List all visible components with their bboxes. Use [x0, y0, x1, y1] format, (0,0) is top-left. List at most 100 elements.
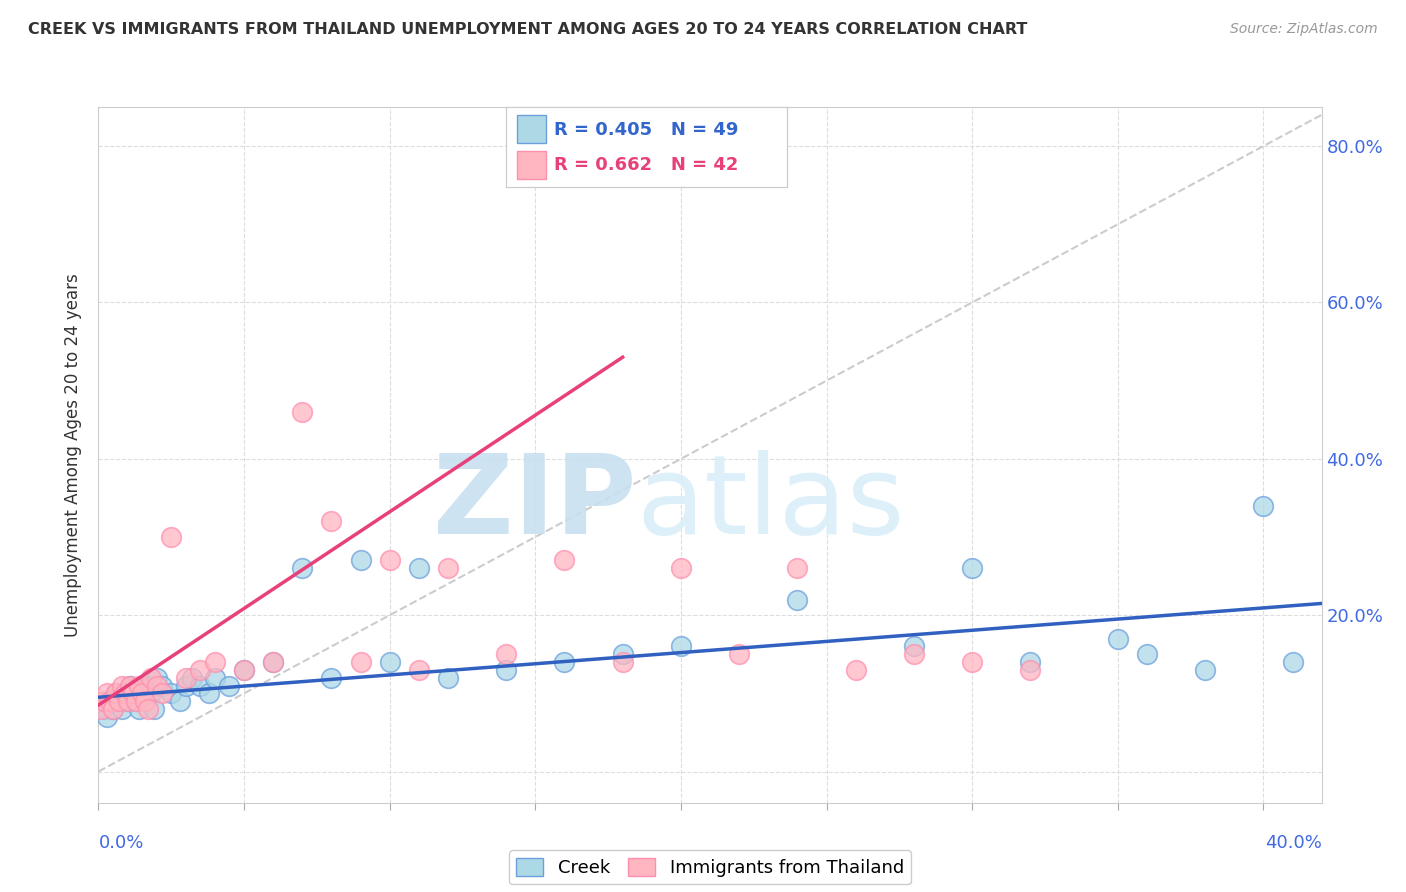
Point: [378, 655, 401, 669]
Point: [728, 647, 751, 661]
Point: [553, 655, 575, 669]
Point: [111, 702, 134, 716]
Point: [152, 686, 174, 700]
Point: [142, 702, 165, 716]
Point: [131, 686, 153, 700]
Point: [125, 694, 148, 708]
Point: [1194, 663, 1216, 677]
Text: 40.0%: 40.0%: [1265, 834, 1322, 852]
Point: [114, 686, 136, 700]
Point: [145, 671, 167, 685]
Point: [553, 553, 575, 567]
Text: atlas: atlas: [637, 450, 905, 558]
Point: [117, 694, 139, 708]
Point: [204, 671, 226, 685]
Point: [131, 686, 153, 700]
Point: [612, 647, 634, 661]
Point: [104, 686, 127, 700]
Point: [96, 686, 118, 700]
Point: [960, 561, 983, 575]
Point: [349, 553, 371, 567]
Point: [669, 640, 692, 654]
Point: [218, 679, 240, 693]
Point: [120, 679, 142, 693]
Point: [114, 686, 136, 700]
Point: [98, 694, 121, 708]
Point: [122, 686, 145, 700]
Point: [111, 679, 134, 693]
Point: [669, 561, 692, 575]
Point: [1136, 647, 1159, 661]
Point: [960, 655, 983, 669]
Point: [786, 592, 808, 607]
Point: [903, 640, 925, 654]
Point: [262, 655, 284, 669]
Point: [108, 694, 131, 708]
Point: [125, 694, 148, 708]
Point: [408, 561, 430, 575]
Point: [291, 405, 314, 419]
Point: [188, 663, 212, 677]
Point: [139, 686, 162, 700]
Point: [160, 686, 183, 700]
Text: 0.0%: 0.0%: [98, 834, 143, 852]
Point: [198, 686, 221, 700]
Point: [136, 702, 159, 716]
Point: [128, 702, 150, 716]
Point: [188, 679, 212, 693]
Text: Source: ZipAtlas.com: Source: ZipAtlas.com: [1230, 22, 1378, 37]
Point: [169, 694, 191, 708]
Bar: [517, 151, 546, 179]
Point: [262, 655, 284, 669]
Point: [233, 663, 256, 677]
Point: [90, 702, 112, 716]
Point: [495, 647, 517, 661]
Point: [174, 679, 197, 693]
Point: [204, 655, 226, 669]
Point: [321, 671, 343, 685]
Point: [134, 694, 156, 708]
Point: [1019, 655, 1042, 669]
Point: [903, 647, 925, 661]
Point: [349, 655, 371, 669]
Point: [291, 561, 314, 575]
Text: R = 0.662   N = 42: R = 0.662 N = 42: [554, 156, 738, 174]
Point: [108, 694, 131, 708]
Point: [1107, 632, 1129, 646]
Point: [120, 679, 142, 693]
Text: CREEK VS IMMIGRANTS FROM THAILAND UNEMPLOYMENT AMONG AGES 20 TO 24 YEARS CORRELA: CREEK VS IMMIGRANTS FROM THAILAND UNEMPL…: [28, 22, 1028, 37]
Point: [145, 679, 167, 693]
Point: [612, 655, 634, 669]
Point: [98, 694, 121, 708]
Point: [104, 686, 127, 700]
Point: [1253, 499, 1275, 513]
Point: [117, 694, 139, 708]
Point: [128, 679, 150, 693]
Point: [495, 663, 517, 677]
Bar: [517, 115, 546, 143]
Point: [122, 686, 145, 700]
Text: ZIP: ZIP: [433, 450, 637, 558]
Point: [845, 663, 868, 677]
Point: [408, 663, 430, 677]
Point: [786, 561, 808, 575]
Point: [437, 671, 460, 685]
Point: [378, 553, 401, 567]
Y-axis label: Unemployment Among Ages 20 to 24 years: Unemployment Among Ages 20 to 24 years: [65, 273, 83, 637]
Point: [180, 671, 202, 685]
Point: [134, 694, 156, 708]
Text: R = 0.405   N = 49: R = 0.405 N = 49: [554, 120, 738, 138]
Point: [93, 694, 115, 708]
Point: [321, 514, 343, 528]
Point: [136, 679, 159, 693]
Point: [93, 702, 115, 716]
Point: [174, 671, 197, 685]
Point: [437, 561, 460, 575]
Point: [233, 663, 256, 677]
Point: [101, 702, 124, 716]
Point: [139, 671, 162, 685]
Legend: Creek, Immigrants from Thailand: Creek, Immigrants from Thailand: [509, 850, 911, 884]
Point: [96, 710, 118, 724]
Point: [1019, 663, 1042, 677]
Point: [152, 679, 174, 693]
